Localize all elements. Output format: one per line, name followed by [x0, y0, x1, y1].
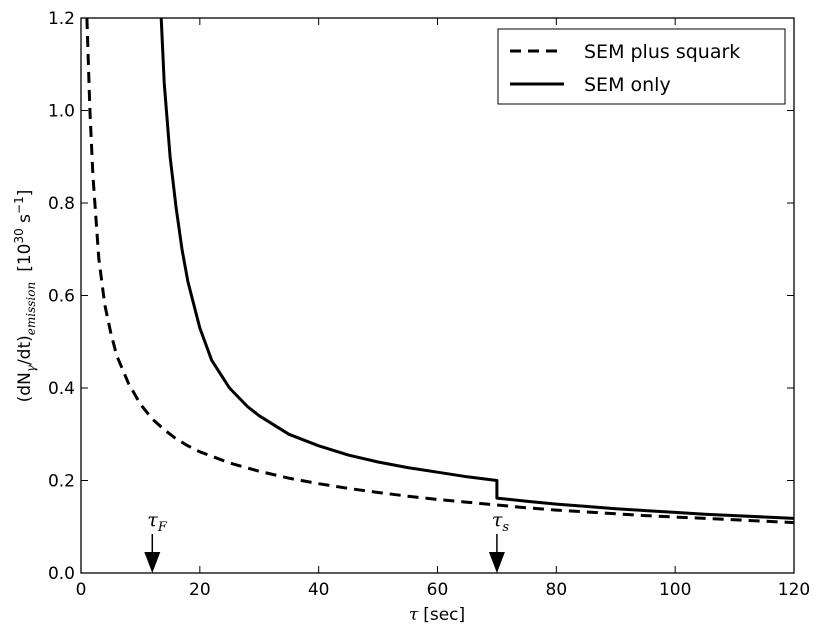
legend-label-sem-only: SEM only	[584, 74, 671, 96]
annotation-subscript: F	[157, 520, 168, 535]
annotation-symbol: τ	[147, 509, 158, 531]
y-label-gamma-sub: γ	[24, 364, 38, 372]
series-layer	[85, 18, 794, 525]
series-line-sem-plus-squark	[85, 18, 794, 525]
y-label-units-close: ]	[15, 190, 35, 197]
y-axis-label: (dNγ/dt)emission [1030 s−1]	[12, 190, 38, 403]
series-line-sem-only	[159, 18, 794, 520]
y-label-units-open: [10	[15, 244, 35, 272]
annotation-arrow-head	[488, 552, 505, 573]
y-tick-label: 0.0	[48, 564, 75, 584]
annotation-label: τs	[492, 509, 510, 535]
x-tick-label: 80	[546, 580, 568, 600]
y-tick-label: 0.2	[48, 472, 75, 492]
annotation-symbol: τ	[492, 509, 503, 531]
tick-layer: 0 20 40 60 80 100 120 0.0 0.2 0.4 0.6 0.8 1.0 1.2	[48, 9, 810, 600]
y-tick-label: 0.8	[48, 194, 75, 214]
svg-text:(dNγ/dt)emission[1030 s−1]: (dNγ/dt)emission [1030 s−1]	[12, 190, 38, 403]
x-axis-label: τ [sec]	[409, 605, 465, 625]
series-sem-only	[159, 18, 794, 520]
y-label-emission-sub: emission	[24, 282, 38, 335]
y-label-units-mid: s	[15, 214, 35, 228]
annotation-tau-s: τs	[488, 509, 510, 573]
x-tick-label: 40	[308, 580, 330, 600]
legend-label-sem-plus-squark: SEM plus squark	[584, 41, 740, 63]
x-tick-label: 100	[659, 580, 691, 600]
x-tick-label: 120	[778, 580, 810, 600]
y-label-prefix: (dN	[15, 372, 35, 402]
y-tick-label: 0.6	[48, 287, 75, 307]
annotation-subscript: s	[502, 520, 509, 535]
x-tick-label: 20	[189, 580, 211, 600]
legend: SEM plus squark SEM only	[497, 28, 786, 105]
x-axis-symbol: τ	[409, 605, 419, 625]
series-sem-plus-squark	[85, 18, 794, 525]
y-tick-label: 1.0	[48, 102, 75, 122]
annotation-label: τF	[147, 509, 168, 535]
annotation-arrow-head	[144, 552, 161, 573]
annotation-layer: τF τs	[144, 509, 509, 573]
x-tick-label: 60	[427, 580, 449, 600]
x-axis-unit: [sec]	[423, 605, 465, 625]
y-tick-label: 0.4	[48, 379, 75, 399]
legend-box	[497, 28, 786, 105]
y-label-units-exp: 30	[12, 228, 26, 243]
x-tick-label: 0	[76, 580, 87, 600]
y-label-mid: /dt)	[15, 335, 35, 365]
y-tick-label: 1.2	[48, 9, 75, 29]
annotation-tau-f: τF	[144, 509, 168, 573]
y-label-units-exp2: −1	[12, 196, 26, 214]
